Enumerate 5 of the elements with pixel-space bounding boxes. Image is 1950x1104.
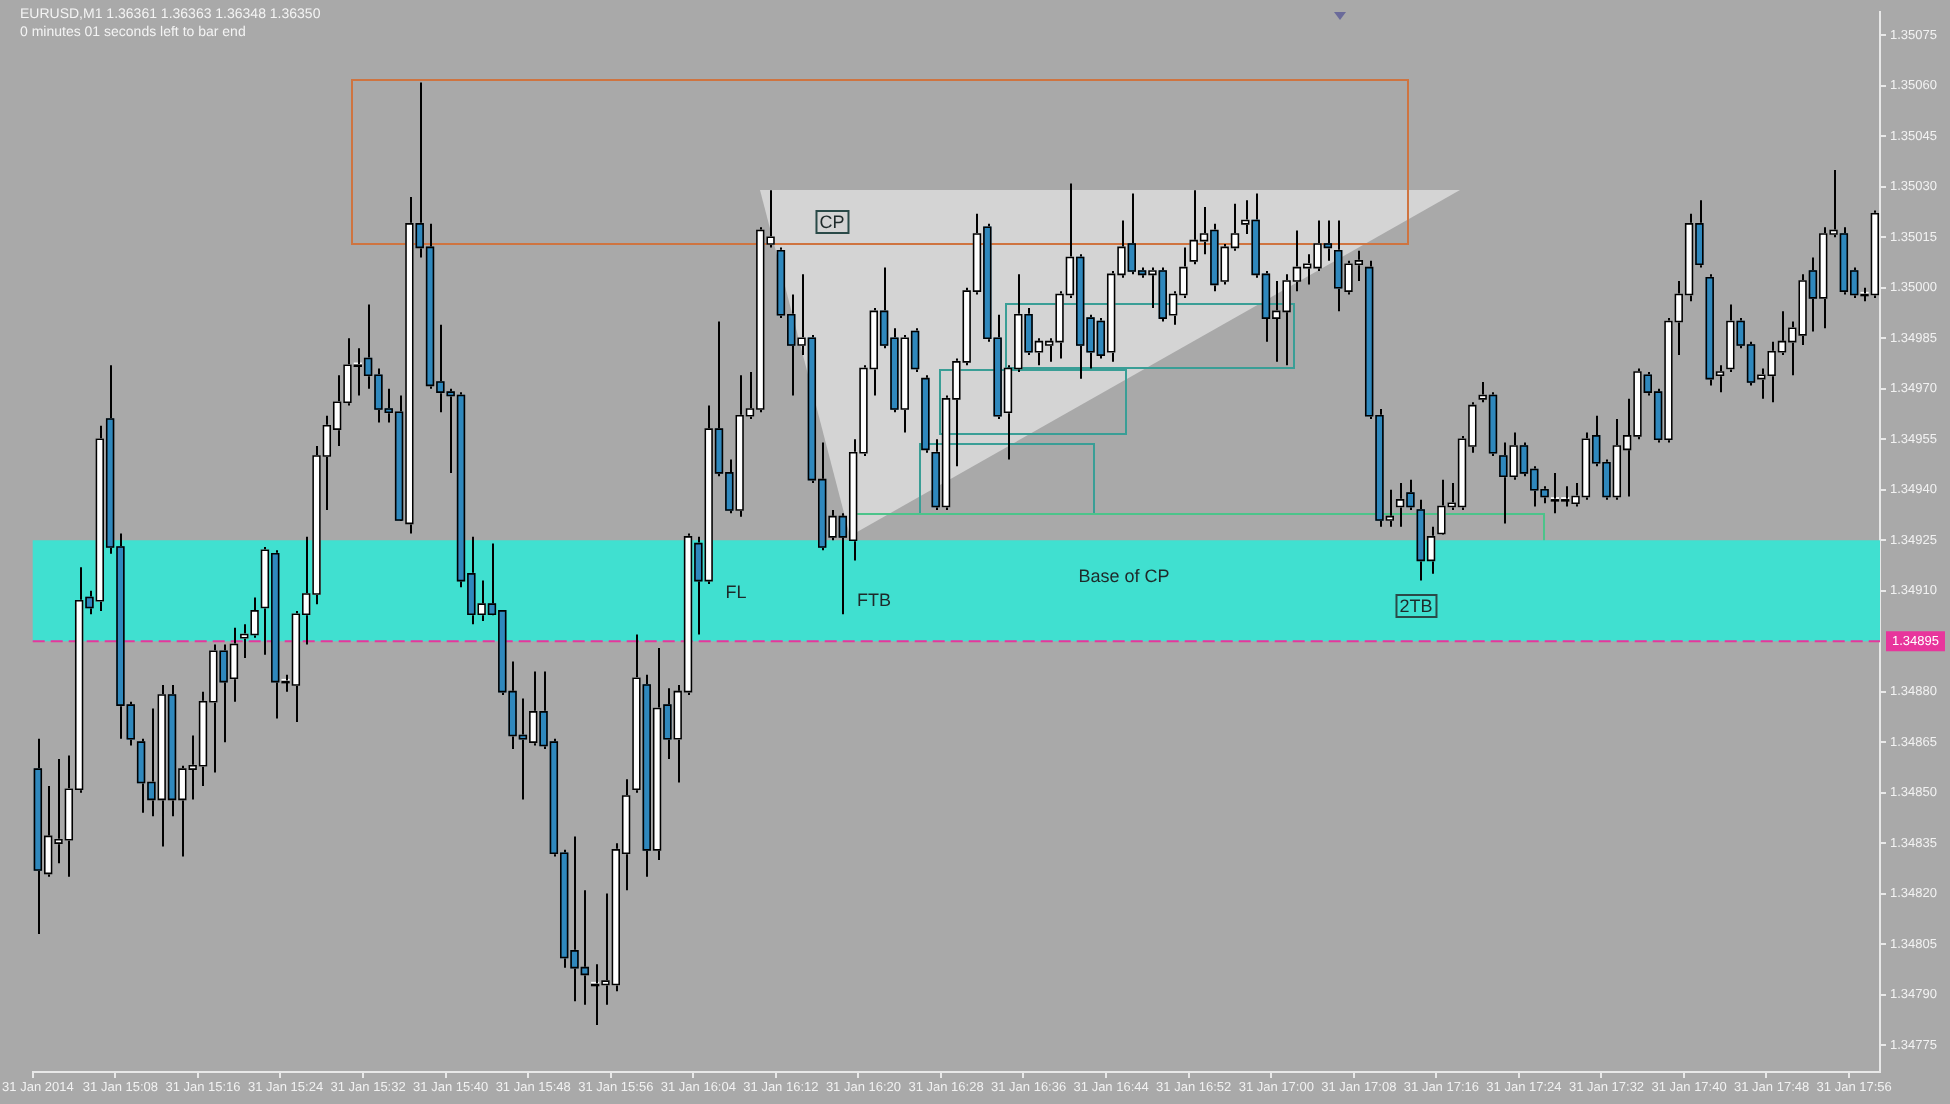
annotation: FL [725,582,747,602]
annotation: Base of CP [1078,566,1170,586]
annotation: 2TB [1395,594,1437,618]
annotation: FTB [857,590,891,610]
annotation: CP [815,210,849,234]
